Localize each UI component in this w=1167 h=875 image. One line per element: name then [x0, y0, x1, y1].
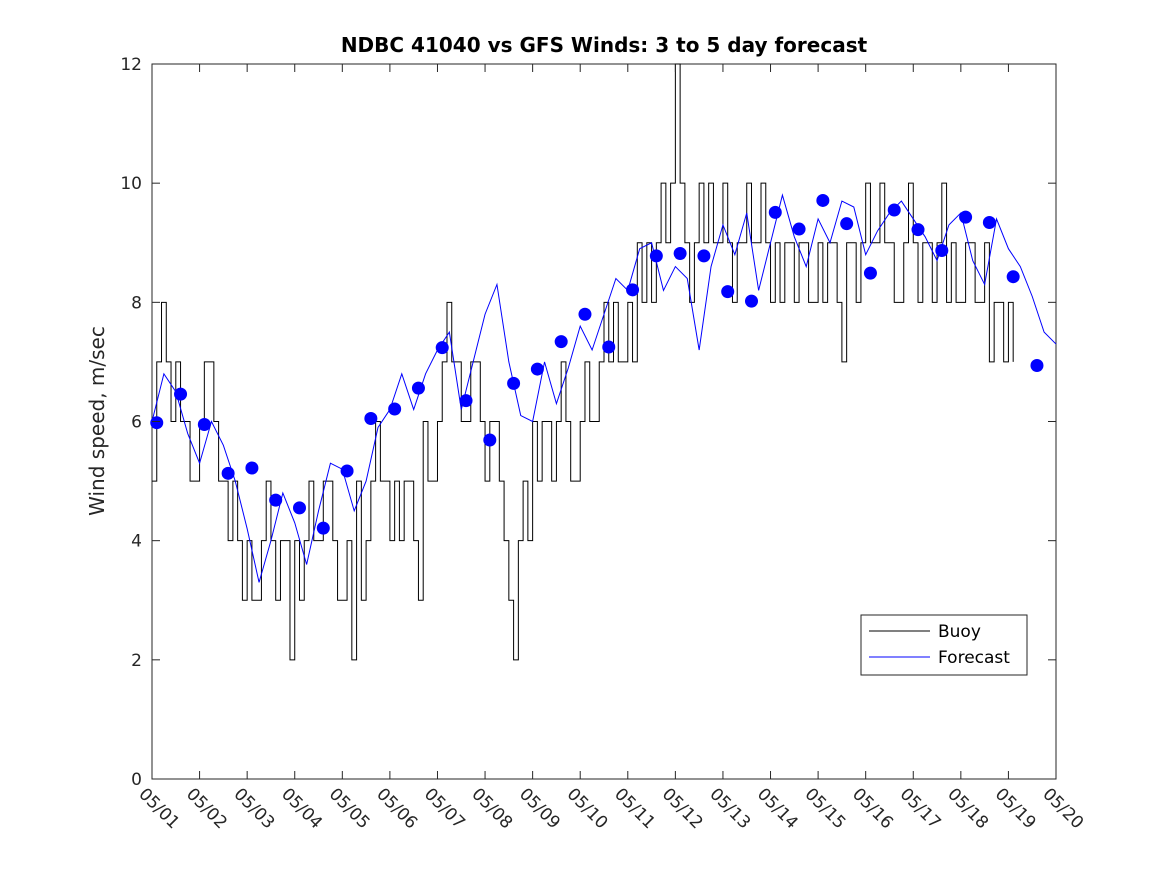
forecast-point	[316, 521, 330, 535]
y-tick-label: 2	[131, 651, 142, 671]
forecast-point	[507, 376, 521, 390]
forecast-point	[768, 205, 782, 219]
forecast-point	[269, 493, 283, 507]
forecast-point	[673, 246, 687, 260]
y-tick-label: 0	[131, 770, 142, 790]
forecast-point	[483, 433, 497, 447]
forecast-point	[292, 501, 306, 515]
forecast-series-line	[151, 193, 1057, 583]
forecast-point	[911, 223, 925, 237]
forecast-point	[982, 215, 996, 229]
y-tick-label: 12	[120, 55, 142, 75]
forecast-point	[530, 362, 544, 376]
forecast-point	[554, 335, 568, 349]
forecast-point	[459, 394, 473, 408]
forecast-point	[792, 222, 806, 236]
forecast-point	[816, 193, 830, 207]
forecast-point	[245, 461, 259, 475]
forecast-point	[364, 412, 378, 426]
buoy-series-line	[152, 63, 1014, 661]
series-layer	[150, 63, 1057, 661]
forecast-point	[840, 217, 854, 231]
legend-box	[860, 614, 1028, 676]
forecast-point	[221, 466, 235, 480]
forecast-point	[435, 341, 449, 355]
y-tick-label: 10	[120, 174, 142, 194]
forecast-point	[150, 416, 164, 430]
forecast-point	[174, 387, 188, 401]
chart-title: NDBC 41040 vs GFS Winds: 3 to 5 day fore…	[341, 33, 868, 57]
legend-buoy-label: Buoy	[938, 622, 981, 642]
forecast-point	[863, 266, 877, 280]
forecast-point	[388, 402, 402, 416]
forecast-point	[959, 210, 973, 224]
forecast-point	[197, 417, 211, 431]
forecast-point	[935, 243, 949, 257]
y-tick-label: 6	[131, 413, 142, 433]
legend-forecast-label: Forecast	[938, 648, 1010, 668]
plot-area: 02468101205/0105/0205/0305/0405/0505/060…	[120, 55, 1087, 833]
legend: Buoy Forecast	[860, 614, 1028, 676]
forecast-point	[721, 285, 735, 299]
y-axis-label: Wind speed, m/sec	[85, 326, 109, 516]
forecast-point	[626, 283, 640, 297]
forecast-point	[887, 203, 901, 217]
forecast-point	[578, 307, 592, 321]
y-tick-label: 4	[131, 532, 142, 552]
forecast-point	[1006, 270, 1020, 284]
forecast-point	[340, 464, 354, 478]
y-tick-label: 8	[131, 293, 142, 313]
forecast-point	[602, 340, 616, 354]
forecast-point	[697, 249, 711, 263]
forecast-point	[649, 249, 663, 263]
forecast-point	[744, 294, 758, 308]
forecast-point	[1030, 358, 1044, 372]
forecast-point	[411, 381, 425, 395]
